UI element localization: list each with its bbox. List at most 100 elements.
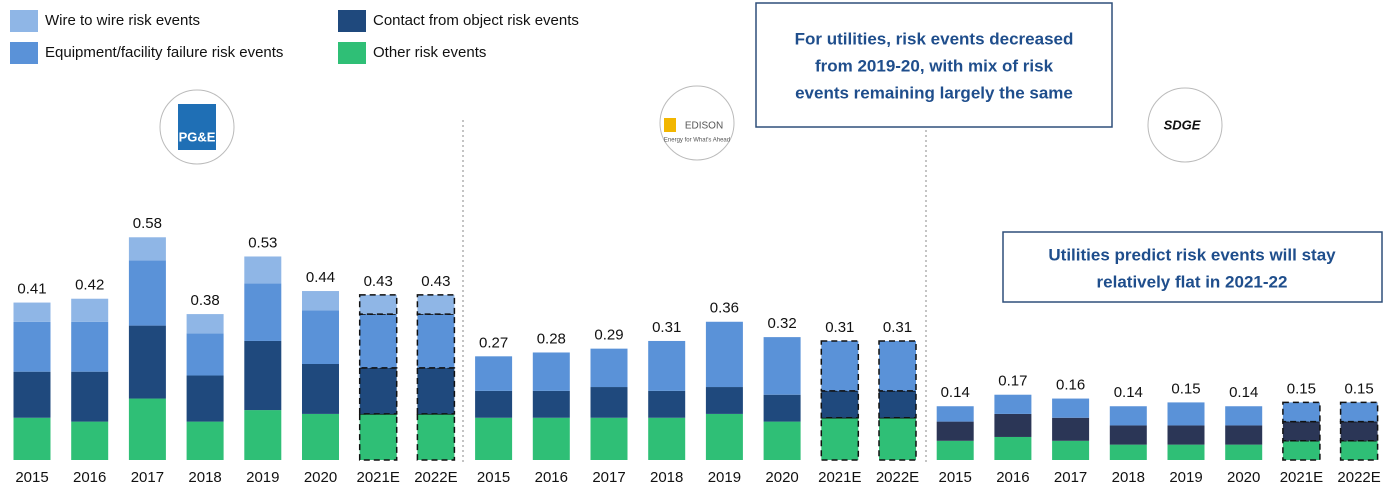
annotation-box [755,2,1113,128]
total-label: 0.15 [1171,380,1200,397]
bar-segment [475,390,513,418]
bar-segment [590,417,628,460]
x-tick-label: 2022E [1337,469,1380,486]
bar-segment [1339,401,1379,423]
x-tick-label: 2020 [304,469,337,486]
x-tick-label: 2015 [15,469,48,486]
x-tick-label: 2019 [246,469,279,486]
bar-segment [936,406,974,422]
bar-segment [71,321,109,372]
bar-segment [1282,420,1321,442]
bar-segment [878,340,917,392]
total-label: 0.32 [767,315,796,332]
total-label: 0.27 [479,334,508,351]
bar-segment [1225,425,1263,445]
logo-mark [664,118,676,132]
total-label: 0.42 [75,277,104,294]
bar-segment [128,260,166,326]
logo-text: Energy for What's Ahead [664,138,730,144]
bar-segment [186,421,224,460]
legend-label: Contact from object risk events [373,12,579,29]
bar-segment [358,367,398,415]
x-tick-label: 2017 [131,469,164,486]
total-label: 0.15 [1287,380,1316,397]
x-tick-label: 2018 [188,469,221,486]
bar-segment [994,436,1032,460]
bar-segment [878,390,917,419]
bar-segment [186,314,224,334]
bar-segment [71,298,109,322]
total-label: 0.41 [17,281,46,298]
bar-segment [416,294,456,315]
logo-text: SDGE [1164,117,1201,132]
bar-segment [878,417,917,461]
bar-segment [1167,444,1205,460]
bar-segment [13,302,51,322]
x-tick-label: 2016 [73,469,106,486]
bar-segment [648,340,686,391]
bar-segment [1339,420,1379,442]
logo-text: PG&E [179,129,216,144]
logo-mark [178,104,216,150]
bar-segment [71,421,109,460]
bar-segment [128,398,166,460]
bar-segment [648,390,686,418]
bar-segment [820,390,860,419]
total-label: 0.15 [1344,380,1373,397]
bar-segment [13,371,51,418]
annotation-text: relatively flat in 2021-22 [1097,272,1288,291]
logo-text: EDISON [685,121,723,132]
bar-segment [763,394,801,422]
bar-segment [994,413,1032,437]
bar-segment [1109,406,1147,426]
bar-segment [302,310,339,364]
bar-segment [128,325,166,399]
bar-segment [71,371,109,422]
total-label: 0.43 [364,273,393,290]
bar-segment [1339,440,1379,461]
bar-segment [244,410,282,460]
bar-segment [532,352,570,391]
bar-segment [475,417,513,460]
legend-swatch [10,10,38,32]
x-tick-label: 2015 [939,469,972,486]
bar-segment [358,413,398,461]
annotation-text: For utilities, risk events decreased [795,29,1074,48]
x-tick-label: 2021E [818,469,861,486]
bar-segment [416,367,456,415]
legend-swatch [10,42,38,64]
bar-segment [1052,398,1090,418]
bar-segment [820,417,860,461]
x-tick-label: 2020 [765,469,798,486]
bar-segment [244,340,282,411]
bar-segment [1225,444,1263,460]
total-label: 0.31 [883,319,912,336]
bar-segment [302,291,339,311]
total-label: 0.31 [825,319,854,336]
bar-segment [358,294,398,315]
bar-segment [1282,440,1321,461]
total-label: 0.43 [421,273,450,290]
total-label: 0.53 [248,234,277,251]
logo-circle [1147,87,1223,163]
bar-segment [128,237,166,261]
x-tick-label: 2019 [1169,469,1202,486]
bar-segment [705,321,743,388]
bar-segment [532,417,570,460]
bar-segment [475,356,513,391]
legend-label: Wire to wire risk events [45,12,200,29]
x-tick-label: 2015 [477,469,510,486]
bar-segment [1052,417,1090,441]
bar-segment [416,413,456,461]
total-label: 0.29 [594,327,623,344]
bar-segment [590,348,628,388]
bar-segment [416,313,456,369]
bar-segment [648,417,686,460]
total-label: 0.36 [710,300,739,317]
bar-segment [1167,425,1205,445]
x-tick-label: 2020 [1227,469,1260,486]
bar-segment [936,440,974,460]
total-label: 0.38 [190,292,219,309]
total-label: 0.14 [941,384,970,401]
